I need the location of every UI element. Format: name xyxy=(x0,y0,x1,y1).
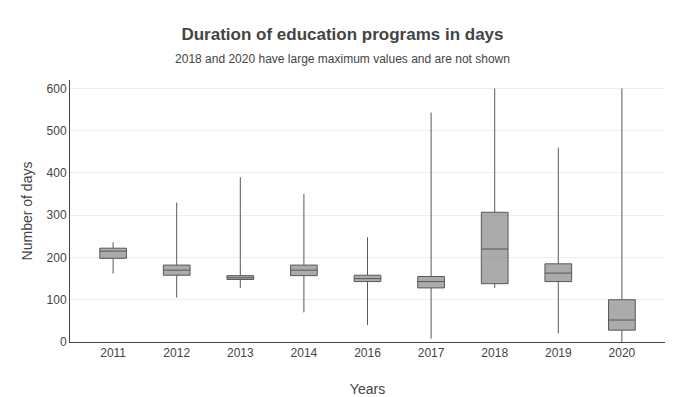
svg-text:Number of days: Number of days xyxy=(19,162,35,261)
svg-text:2018 and 2020 have large maxim: 2018 and 2020 have large maximum values … xyxy=(175,52,510,66)
svg-text:500: 500 xyxy=(47,124,67,138)
svg-text:Years: Years xyxy=(350,381,385,397)
svg-text:200: 200 xyxy=(47,251,67,265)
svg-text:2019: 2019 xyxy=(545,346,572,360)
svg-text:2017: 2017 xyxy=(418,346,445,360)
svg-text:2018: 2018 xyxy=(481,346,508,360)
svg-text:400: 400 xyxy=(47,166,67,180)
svg-text:Duration of education programs: Duration of education programs in days xyxy=(181,25,503,44)
svg-text:2012: 2012 xyxy=(163,346,190,360)
svg-text:100: 100 xyxy=(47,293,67,307)
svg-text:2013: 2013 xyxy=(227,346,254,360)
svg-text:600: 600 xyxy=(47,82,67,96)
svg-text:0: 0 xyxy=(60,335,67,349)
svg-text:2020: 2020 xyxy=(609,346,636,360)
svg-text:2011: 2011 xyxy=(100,346,126,360)
svg-text:2014: 2014 xyxy=(291,346,318,360)
svg-text:300: 300 xyxy=(47,208,67,222)
svg-text:2016: 2016 xyxy=(354,346,381,360)
